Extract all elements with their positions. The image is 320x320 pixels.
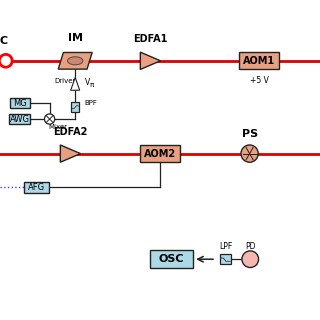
- Text: AOM2: AOM2: [144, 148, 176, 159]
- Circle shape: [44, 114, 55, 124]
- FancyBboxPatch shape: [150, 250, 193, 268]
- Text: Driver: Driver: [54, 78, 76, 84]
- FancyBboxPatch shape: [220, 254, 231, 264]
- FancyBboxPatch shape: [71, 102, 79, 113]
- Text: AOM1: AOM1: [243, 56, 275, 66]
- Text: PD: PD: [245, 242, 255, 251]
- Polygon shape: [71, 77, 80, 90]
- Text: EDFA1: EDFA1: [133, 34, 168, 44]
- Text: C: C: [0, 36, 7, 46]
- Text: AFG: AFG: [28, 183, 45, 192]
- Ellipse shape: [68, 57, 83, 65]
- FancyBboxPatch shape: [10, 98, 30, 108]
- Text: OSC: OSC: [158, 254, 184, 264]
- FancyBboxPatch shape: [239, 52, 279, 69]
- Polygon shape: [140, 52, 161, 69]
- Circle shape: [241, 145, 258, 162]
- Text: MG: MG: [13, 99, 27, 108]
- Text: +5 V: +5 V: [250, 76, 268, 85]
- Circle shape: [242, 251, 259, 268]
- Text: BPF: BPF: [85, 100, 98, 106]
- Text: PS: PS: [242, 129, 258, 140]
- Text: Mixer: Mixer: [48, 124, 67, 130]
- Text: LPF: LPF: [219, 242, 232, 251]
- Text: V: V: [85, 78, 91, 87]
- FancyBboxPatch shape: [10, 114, 30, 124]
- Text: IM: IM: [68, 33, 83, 44]
- FancyBboxPatch shape: [24, 181, 49, 193]
- Polygon shape: [58, 52, 92, 69]
- Text: π: π: [90, 82, 94, 88]
- Polygon shape: [60, 145, 81, 162]
- Text: AWG: AWG: [10, 115, 30, 124]
- Circle shape: [0, 54, 12, 67]
- FancyBboxPatch shape: [140, 145, 180, 162]
- Text: EDFA2: EDFA2: [53, 127, 88, 137]
